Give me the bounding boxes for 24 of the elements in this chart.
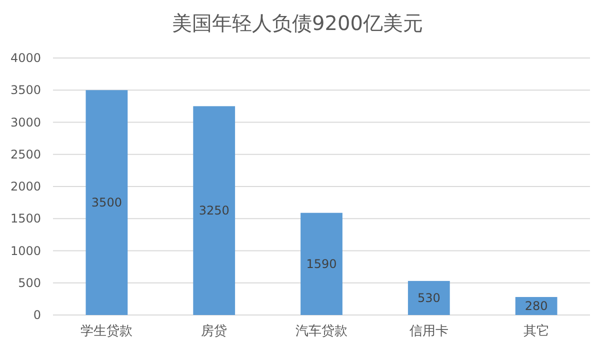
y-tick-label: 3000 [10, 115, 41, 130]
y-tick-label: 2000 [10, 180, 41, 194]
bar [408, 280, 450, 315]
y-tick-label: 0 [33, 308, 41, 322]
x-tick-label: 汽车贷款 [296, 324, 348, 339]
x-tick-label: 学生贷款 [80, 324, 133, 339]
y-tick-label: 1500 [10, 212, 41, 226]
data-label: 280 [524, 299, 548, 314]
y-tick-label: 500 [18, 276, 41, 290]
bar [300, 212, 342, 315]
data-label: 1590 [306, 256, 337, 271]
bar [193, 106, 236, 315]
data-label: 530 [417, 290, 440, 305]
x-tick-label: 信用卡 [409, 324, 448, 339]
chart-title: 美国年轻人负债9200亿美元 [172, 11, 423, 35]
bar [86, 90, 128, 315]
y-tick-label: 3500 [10, 83, 41, 98]
y-tick-label: 2500 [10, 147, 41, 162]
x-tick-label: 其它 [523, 323, 550, 339]
x-tick-label: 房贷 [201, 323, 228, 339]
data-label: 3500 [91, 196, 122, 210]
data-label: 3250 [198, 204, 230, 218]
y-tick-label: 1000 [10, 244, 41, 258]
y-tick-label: 4000 [10, 51, 41, 65]
